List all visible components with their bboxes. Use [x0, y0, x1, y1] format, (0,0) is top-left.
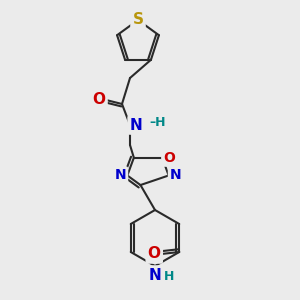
Text: O: O — [163, 151, 175, 165]
Text: –H: –H — [149, 116, 166, 130]
Text: N: N — [148, 268, 161, 283]
Text: N: N — [130, 118, 142, 133]
Text: N: N — [115, 169, 126, 182]
Text: N: N — [170, 169, 182, 182]
Text: S: S — [133, 13, 143, 28]
Text: O: O — [92, 92, 106, 107]
Text: H: H — [164, 271, 174, 284]
Text: O: O — [148, 247, 161, 262]
